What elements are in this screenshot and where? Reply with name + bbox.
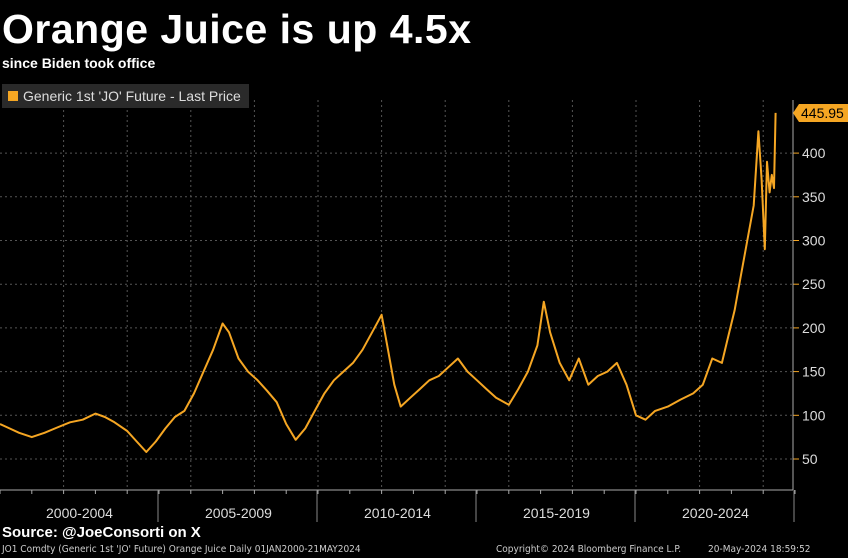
y-tick-label: 250 (802, 276, 826, 292)
chart-title: Orange Juice is up 4.5x (2, 6, 472, 52)
y-tick-label: 200 (802, 320, 826, 336)
last-value-label: 445.95 (801, 105, 844, 121)
y-tick-label: 350 (802, 189, 826, 205)
chart-subtitle: since Biden took office (2, 55, 156, 71)
source-note: Source: @JoeConsorti on X (2, 524, 201, 541)
price-line (0, 112, 777, 453)
y-tick-label: 300 (802, 233, 826, 249)
x-tick-label: 2010-2014 (364, 505, 431, 521)
x-tick-label: 2020-2024 (682, 505, 749, 521)
timestamp: 20-May-2024 18:59:52 (708, 544, 811, 555)
legend: Generic 1st 'JO' Future - Last Price (2, 84, 249, 108)
ticker-info: JO1 Comdty (Generic 1st 'JO' Future) Ora… (2, 544, 361, 555)
x-tick-label: 2015-2019 (523, 505, 590, 521)
x-tick-label: 2005-2009 (205, 505, 272, 521)
copyright: Copyright© 2024 Bloomberg Finance L.P. (496, 544, 682, 555)
y-tick-label: 50 (802, 451, 818, 467)
legend-label: Generic 1st 'JO' Future - Last Price (23, 88, 241, 104)
last-value-tag (793, 103, 848, 122)
y-tick-label: 150 (802, 364, 826, 380)
y-tick-label: 400 (802, 145, 826, 161)
y-tick-label: 100 (802, 407, 826, 423)
legend-swatch (8, 91, 18, 101)
x-tick-label: 2000-2004 (46, 505, 113, 521)
